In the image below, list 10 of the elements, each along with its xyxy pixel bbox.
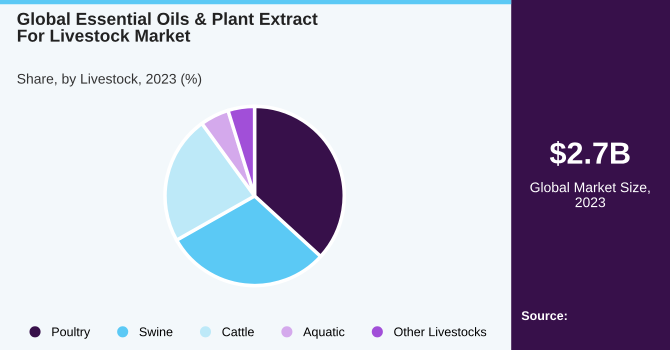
text: Global Market Size, 2023 [530,182,650,208]
chart-subtitle: Share, by Livestock, 2023 (%) [17,74,202,86]
legend-label: Other Livestocks [394,327,486,336]
legend-label: Poultry [52,327,90,339]
chart-title: Global Essential Oils & Plant Extract For Livestock Market [17,12,318,42]
legend-label: Cattle [222,327,254,336]
legend-label: Swine [140,327,172,336]
text: $2.7B [550,140,630,166]
legend-label: Aquatic [303,327,344,339]
source-note: Source: [522,311,567,320]
